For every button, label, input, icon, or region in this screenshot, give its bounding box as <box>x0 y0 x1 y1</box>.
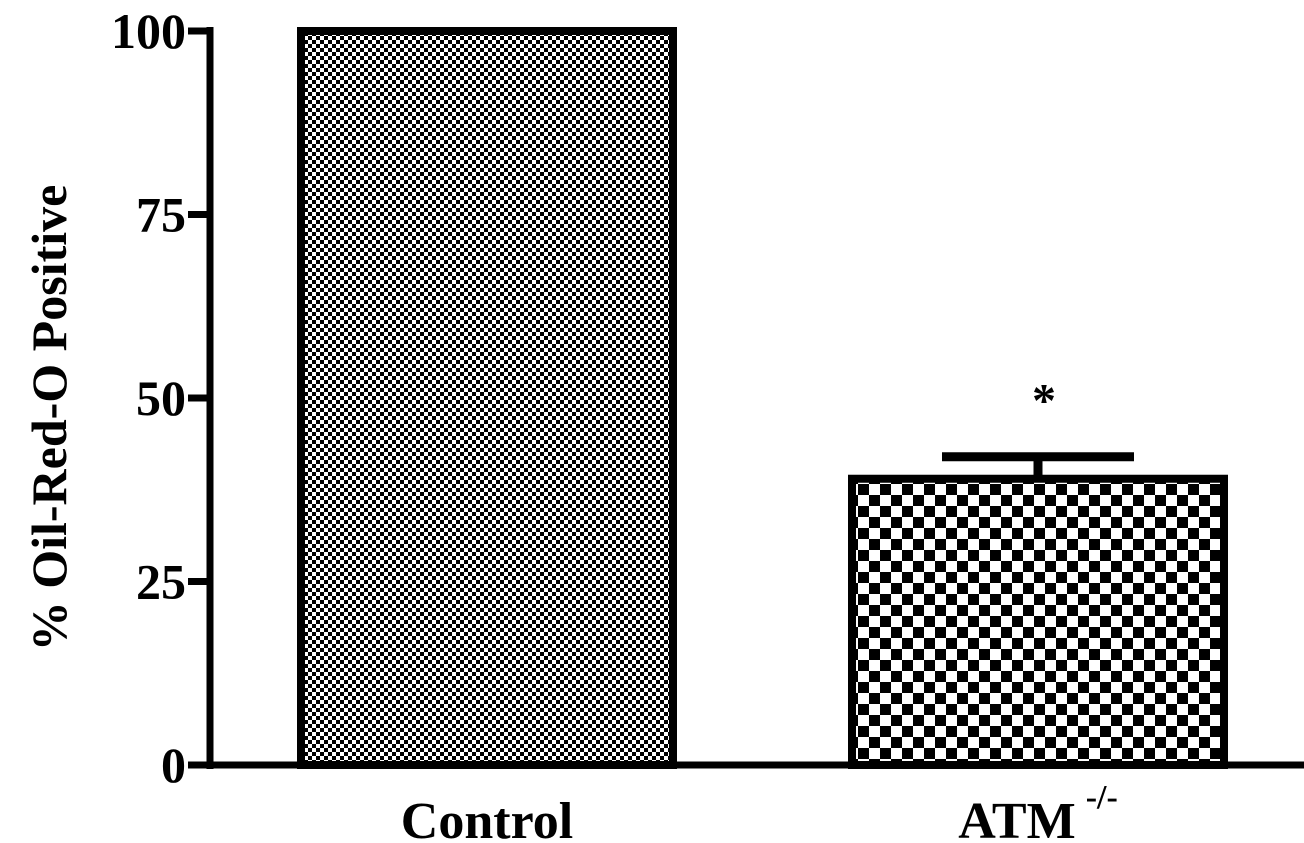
bars-group <box>297 27 1228 769</box>
y-tick-label: 0 <box>161 737 186 793</box>
x-category-labels: Control ATM -/- <box>401 779 1118 843</box>
y-axis-label: % Oil-Red-O Positive <box>21 185 77 652</box>
y-tick-label: 75 <box>136 187 186 243</box>
y-tick-label: 50 <box>136 370 186 426</box>
x-category-superscript: -/- <box>1086 779 1118 816</box>
bar-control <box>297 27 677 769</box>
y-tick-label: 100 <box>111 3 186 59</box>
significance-asterisk: * <box>1032 375 1056 428</box>
y-axis-title: % Oil-Red-O Positive <box>21 185 77 652</box>
annotations-group: * <box>1032 375 1056 428</box>
bar-atm <box>848 474 1228 769</box>
y-tick-label: 25 <box>136 554 186 610</box>
x-category-label: Control <box>401 793 573 843</box>
x-category-label: ATM -/- <box>958 779 1118 843</box>
y-ticks-group: 0 25 50 75 100 <box>111 3 210 793</box>
